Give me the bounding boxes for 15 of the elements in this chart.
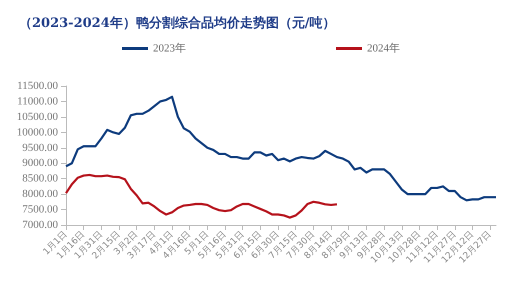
y-tick-label: 7000.00 (22, 219, 58, 231)
y-tick-label: 8000.00 (22, 188, 58, 200)
y-tick-label: 11000.00 (17, 95, 58, 108)
line-series (64, 174, 338, 219)
legend-label: 2024年 (367, 42, 400, 54)
y-tick-label: 8500.00 (22, 172, 58, 185)
y-tick-label: 11500.00 (17, 80, 58, 92)
y-tick-label: 10500.00 (16, 110, 58, 123)
legend-label: 2023年 (153, 42, 186, 54)
chart-title: （2023-2024年）鸭分割综合品均价走势图（元/吨） (19, 15, 336, 31)
y-tick-label: 9500.00 (22, 142, 58, 154)
y-tick-label: 9000.00 (22, 157, 58, 170)
y-tick-label: 7500.00 (22, 204, 58, 216)
y-tick-label: 10000.00 (16, 126, 58, 138)
line-series (64, 96, 498, 202)
